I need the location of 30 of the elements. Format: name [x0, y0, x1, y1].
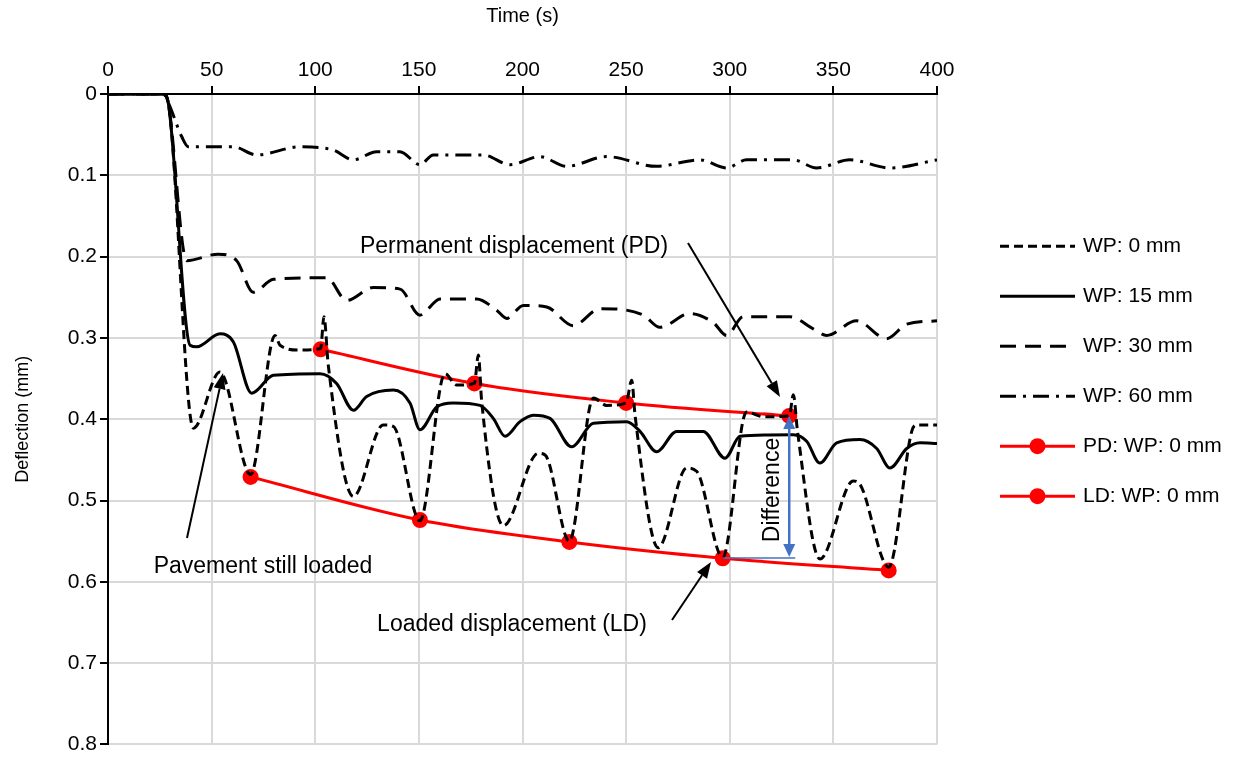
y-tick-label: 0.8	[67, 731, 97, 755]
x-tick-label: 50	[199, 57, 224, 81]
y-tick-label: 0	[85, 80, 97, 104]
annotation: Pavement still loaded	[153, 552, 373, 579]
x-axis-title: Time (s)	[486, 3, 559, 26]
legend-label: PD: WP: 0 mm	[1083, 433, 1222, 456]
y-tick-label: 0.3	[67, 324, 97, 348]
legend-label: WP: 0 mm	[1083, 233, 1181, 256]
annotation: Permanent displacement (PD)	[359, 232, 669, 259]
y-axis-title: Deflection (mm)	[11, 355, 32, 483]
y-tick-label: 0.2	[67, 243, 97, 267]
legend-label: WP: 15 mm	[1083, 283, 1193, 306]
legend-label: WP: 30 mm	[1083, 333, 1193, 356]
y-tick-label: 0.1	[67, 162, 97, 186]
y-tick-label: 0.6	[67, 568, 97, 592]
x-tick-label: 0	[102, 57, 114, 81]
x-tick-label: 250	[608, 57, 644, 81]
x-tick-label: 350	[815, 57, 851, 81]
x-tick-label: 150	[401, 57, 437, 81]
y-tick-label: 0.5	[67, 487, 97, 511]
legend-label: WP: 60 mm	[1083, 383, 1193, 406]
legend-label: LD: WP: 0 mm	[1083, 483, 1220, 506]
y-tick-label: 0.4	[67, 406, 98, 429]
y-tick-label: 0.7	[67, 649, 97, 673]
x-tick-label: 400	[919, 57, 955, 81]
x-tick-label: 200	[504, 57, 541, 81]
x-tick-label: 300	[712, 57, 748, 81]
x-tick-label: 100	[297, 57, 333, 81]
annotation: Difference	[758, 437, 785, 543]
annotation: Loaded displacement (LD)	[377, 610, 647, 637]
